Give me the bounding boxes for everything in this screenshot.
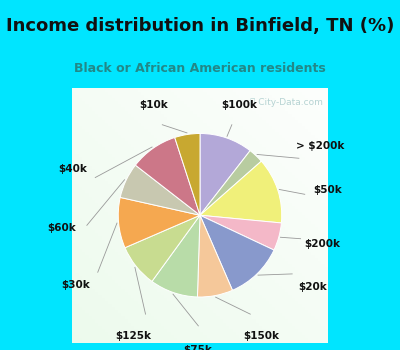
Text: $125k: $125k xyxy=(116,331,152,341)
Text: $75k: $75k xyxy=(184,345,212,350)
Wedge shape xyxy=(200,215,281,250)
Text: $200k: $200k xyxy=(305,239,341,249)
Text: $20k: $20k xyxy=(298,282,327,292)
Text: $10k: $10k xyxy=(140,100,168,110)
Wedge shape xyxy=(120,165,200,215)
Text: ⓘ City-Data.com: ⓘ City-Data.com xyxy=(250,98,323,107)
Text: $30k: $30k xyxy=(61,280,90,290)
Wedge shape xyxy=(125,215,200,281)
Text: $40k: $40k xyxy=(58,164,87,174)
Wedge shape xyxy=(200,161,282,223)
Text: $100k: $100k xyxy=(221,100,257,110)
Text: Income distribution in Binfield, TN (%): Income distribution in Binfield, TN (%) xyxy=(6,17,394,35)
Text: $150k: $150k xyxy=(243,331,279,341)
Wedge shape xyxy=(135,138,200,215)
Text: $50k: $50k xyxy=(313,185,342,195)
Wedge shape xyxy=(198,215,232,297)
Wedge shape xyxy=(152,215,200,297)
Wedge shape xyxy=(200,133,250,215)
Wedge shape xyxy=(118,197,200,248)
Text: $60k: $60k xyxy=(48,223,76,232)
Text: Black or African American residents: Black or African American residents xyxy=(74,62,326,75)
Wedge shape xyxy=(200,150,261,215)
Wedge shape xyxy=(200,215,274,290)
Wedge shape xyxy=(175,133,200,215)
Text: > $200k: > $200k xyxy=(296,141,345,151)
